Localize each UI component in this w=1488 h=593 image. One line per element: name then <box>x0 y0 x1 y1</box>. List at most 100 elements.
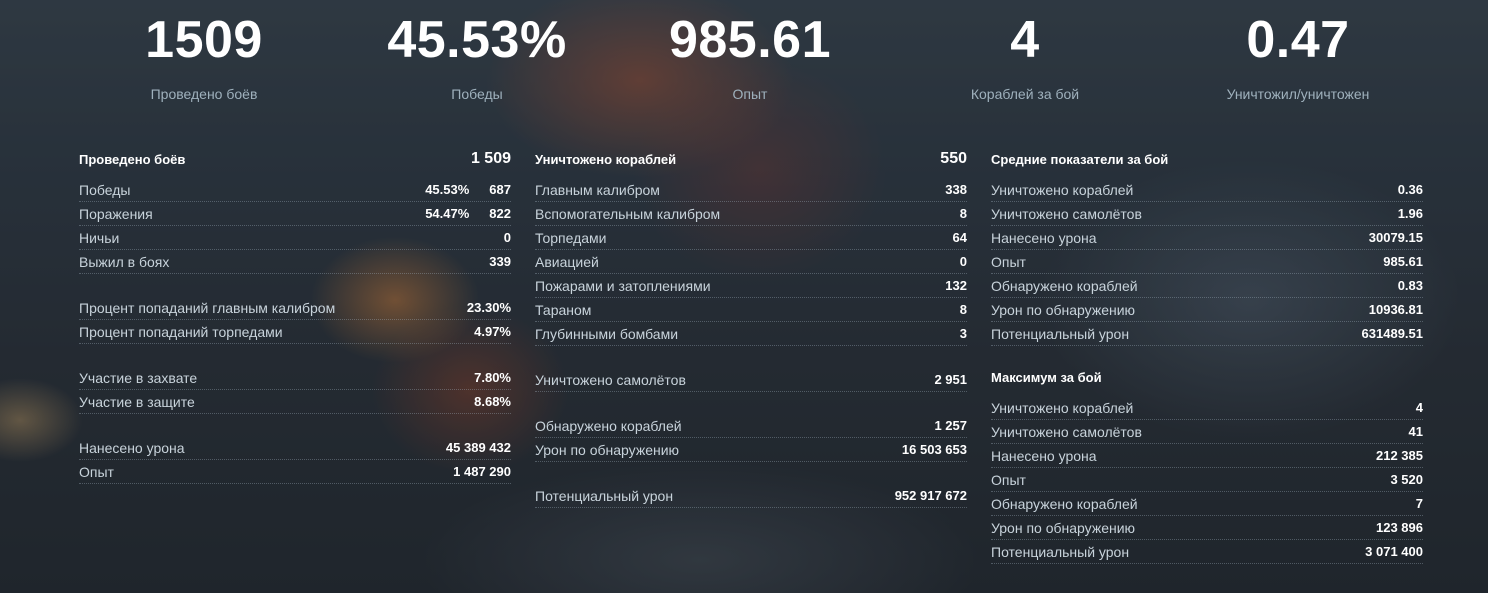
stat-value: 64 <box>952 230 967 245</box>
section-accuracy: Процент попаданий главным калибром 23.30… <box>79 296 511 344</box>
stat-row-fires-flooding: Пожарами и затоплениями 132 <box>535 274 967 298</box>
summary-value: 1509 <box>145 11 263 69</box>
section-potential: Потенциальный урон 952 917 672 <box>535 484 967 508</box>
stat-label: Торпедами <box>535 229 607 246</box>
stat-value: 0.36 <box>1397 182 1423 197</box>
stat-value: 132 <box>945 278 967 293</box>
summary-value: 4 <box>1010 11 1040 69</box>
section-total: 1 509 <box>470 150 511 167</box>
stat-label: Уничтожено кораблей <box>991 399 1134 416</box>
section-title: Максимум за бой <box>991 369 1102 385</box>
section-max: Максимум за бой Уничтожено кораблей 4 Ун… <box>991 366 1423 564</box>
stat-label: Опыт <box>79 463 114 480</box>
section-title: Проведено боёв <box>79 151 186 167</box>
stat-value: 0 <box>959 254 967 269</box>
stat-row-losses: Поражения 54.47% 822 <box>79 202 511 226</box>
stat-value: 10936.81 <box>1368 302 1423 317</box>
stat-row-potential-damage: Потенциальный урон 952 917 672 <box>535 484 967 508</box>
section-capture: Участие в захвате 7.80% Участие в защите… <box>79 366 511 414</box>
summary-ships-per-battle: 4 Кораблей за бой <box>895 10 1155 102</box>
summary-kd-ratio: 0.47 Уничтожил/уничтожен <box>1168 10 1428 102</box>
stat-row-avg-spotting-damage: Урон по обнаружению 10936.81 <box>991 298 1423 322</box>
stat-value: 631489.51 <box>1361 326 1423 341</box>
section-header: Уничтожено кораблей 550 <box>535 148 967 170</box>
stat-row-avg-ships-destroyed: Уничтожено кораблей 0.36 <box>991 178 1423 202</box>
stat-row-max-damage: Нанесено урона 212 385 <box>991 444 1423 468</box>
stat-value: 8 <box>959 206 967 221</box>
stat-row-avg-ships-spotted: Обнаружено кораблей 0.83 <box>991 274 1423 298</box>
summary-label: Уничтожил/уничтожен <box>1226 86 1370 102</box>
stat-label: Выжил в боях <box>79 253 170 270</box>
stat-label: Уничтожено самолётов <box>991 205 1142 222</box>
stat-row-depth-charges: Глубинными бомбами 3 <box>535 322 967 346</box>
summary-value: 45.53% <box>387 11 567 69</box>
summary-label: Победы <box>451 86 503 102</box>
stat-value: 2 951 <box>934 372 967 387</box>
stat-label: Потенциальный урон <box>535 487 674 504</box>
stat-row-avg-experience: Опыт 985.61 <box>991 250 1423 274</box>
stat-label: Процент попаданий торпедами <box>79 323 283 340</box>
stat-row-survived: Выжил в боях 339 <box>79 250 511 274</box>
stat-value: 30079.15 <box>1368 230 1423 245</box>
stat-label: Обнаружено кораблей <box>991 277 1138 294</box>
stat-value: 16 503 653 <box>901 442 967 457</box>
column-kills: Уничтожено кораблей 550 Главным калибром… <box>535 148 967 508</box>
stat-value: 123 896 <box>1376 520 1423 535</box>
stat-value: 338 <box>945 182 967 197</box>
stat-value: 339 <box>489 254 511 269</box>
stat-label: Вспомогательным калибром <box>535 205 721 222</box>
stat-value: 8.68% <box>474 394 511 409</box>
summary-label: Кораблей за бой <box>970 86 1080 102</box>
stat-value: 41 <box>1408 424 1423 439</box>
stat-value: 23.30% <box>466 300 511 315</box>
stat-label: Потенциальный урон <box>991 325 1130 342</box>
summary-wins: 45.53% Победы <box>347 10 607 102</box>
section-planes: Уничтожено самолётов 2 951 <box>535 368 967 392</box>
section-total: 550 <box>940 150 967 167</box>
stat-row-experience: Опыт 1 487 290 <box>79 460 511 484</box>
stat-value: 1.96 <box>1397 206 1423 221</box>
stat-label: Участие в защите <box>79 393 195 410</box>
stat-percent: 54.47% <box>425 206 470 221</box>
section-kills: Уничтожено кораблей 550 Главным калибром… <box>535 148 967 346</box>
stat-label: Опыт <box>991 471 1026 488</box>
stat-row-max-spotting-damage: Урон по обнаружению 123 896 <box>991 516 1423 540</box>
section-damage: Нанесено урона 45 389 432 Опыт 1 487 290 <box>79 436 511 484</box>
stat-label: Участие в захвате <box>79 369 198 386</box>
section-battles: Проведено боёв 1 509 Победы 45.53% 687 П… <box>79 148 511 274</box>
stat-row-torpedo-accuracy: Процент попаданий торпедами 4.97% <box>79 320 511 344</box>
stat-row-max-experience: Опыт 3 520 <box>991 468 1423 492</box>
summary-battles: 1509 Проведено боёв <box>74 10 334 102</box>
stat-row-planes-destroyed: Уничтожено самолётов 2 951 <box>535 368 967 392</box>
stat-label: Авиацией <box>535 253 599 270</box>
stat-label: Урон по обнаружению <box>991 519 1136 536</box>
stat-label: Победы <box>79 181 131 198</box>
stat-percent: 45.53% <box>425 182 470 197</box>
section-header: Проведено боёв 1 509 <box>79 148 511 170</box>
stat-value: 4 <box>1415 400 1423 415</box>
stat-value: 1 487 290 <box>453 464 511 479</box>
section-average: Средние показатели за бой Уничтожено кор… <box>991 148 1423 346</box>
stat-label: Уничтожено кораблей <box>991 181 1134 198</box>
stat-value: 0 <box>503 230 511 245</box>
column-battles: Проведено боёв 1 509 Победы 45.53% 687 П… <box>79 148 511 484</box>
stat-row-avg-potential-damage: Потенциальный урон 631489.51 <box>991 322 1423 346</box>
stat-row-main-battery: Главным калибром 338 <box>535 178 967 202</box>
section-title: Уничтожено кораблей <box>535 151 677 167</box>
stat-row-avg-damage: Нанесено урона 30079.15 <box>991 226 1423 250</box>
stat-value: 3 <box>959 326 967 341</box>
stat-value: 822 <box>489 206 511 221</box>
summary-value: 0.47 <box>1246 11 1350 69</box>
stat-row-max-ships-destroyed: Уничтожено кораблей 4 <box>991 396 1423 420</box>
stat-value: 45 389 432 <box>445 440 511 455</box>
stat-row-draws: Ничьи 0 <box>79 226 511 250</box>
stat-row-main-battery-accuracy: Процент попаданий главным калибром 23.30… <box>79 296 511 320</box>
stat-row-spotting-damage: Урон по обнаружению 16 503 653 <box>535 438 967 462</box>
stat-label: Потенциальный урон <box>991 543 1130 560</box>
stat-label: Поражения <box>79 205 153 222</box>
stat-row-ships-spotted: Обнаружено кораблей 1 257 <box>535 414 967 438</box>
stat-row-capture: Участие в захвате 7.80% <box>79 366 511 390</box>
stat-value: 985.61 <box>1383 254 1423 269</box>
section-spotting: Обнаружено кораблей 1 257 Урон по обнару… <box>535 414 967 462</box>
